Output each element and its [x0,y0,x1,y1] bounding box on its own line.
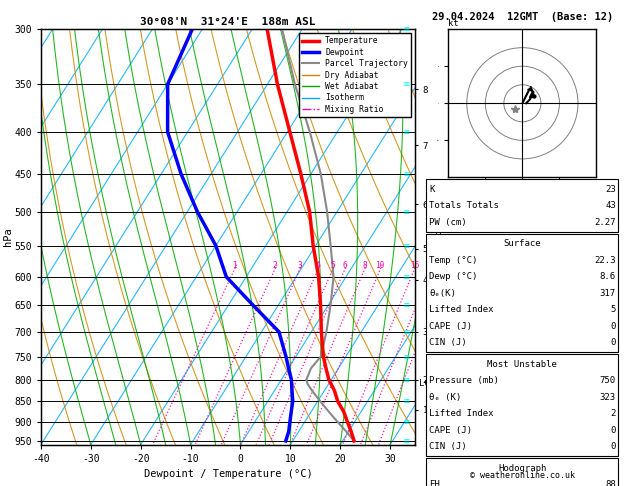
Text: 5: 5 [330,260,335,270]
Text: 29.04.2024  12GMT  (Base: 12): 29.04.2024 12GMT (Base: 12) [431,12,613,22]
Text: ≡: ≡ [404,375,410,384]
Text: CIN (J): CIN (J) [429,442,467,451]
Text: 22.3: 22.3 [594,256,616,264]
Text: 5: 5 [610,305,616,314]
Text: Most Unstable: Most Unstable [487,360,557,368]
Text: ≡: ≡ [404,327,410,337]
Text: K: K [429,185,435,193]
Text: 23: 23 [605,185,616,193]
Text: 8: 8 [362,260,367,270]
X-axis label: Dewpoint / Temperature (°C): Dewpoint / Temperature (°C) [143,469,313,479]
Text: 2: 2 [610,409,616,418]
Text: Mixing Ratio (g/kg): Mixing Ratio (g/kg) [435,190,444,284]
Text: © weatheronline.co.uk: © weatheronline.co.uk [470,471,575,480]
Text: Hodograph: Hodograph [498,464,547,472]
Text: Pressure (mb): Pressure (mb) [429,376,499,385]
Text: ≡: ≡ [404,272,410,282]
Text: LCL: LCL [420,380,435,388]
Text: 317: 317 [599,289,616,297]
Text: 8.6: 8.6 [599,272,616,281]
Text: 323: 323 [599,393,616,401]
Text: PW (cm): PW (cm) [429,218,467,226]
Text: 1: 1 [232,260,237,270]
Text: Dewp (°C): Dewp (°C) [429,272,477,281]
Text: ≡: ≡ [404,351,410,362]
Y-axis label: hPa: hPa [3,227,13,246]
Text: θₑ (K): θₑ (K) [429,393,461,401]
Text: ≡: ≡ [404,79,410,89]
Text: 0: 0 [610,426,616,434]
Text: ≡: ≡ [404,169,410,179]
Text: 2.27: 2.27 [594,218,616,226]
Text: 2: 2 [272,260,277,270]
Text: Lifted Index: Lifted Index [429,409,494,418]
Text: ≡: ≡ [404,127,410,137]
Y-axis label: km
ASL: km ASL [435,237,450,256]
Text: ≡: ≡ [404,24,410,34]
Text: ≡: ≡ [404,207,410,217]
Text: kt: kt [448,19,459,28]
Legend: Temperature, Dewpoint, Parcel Trajectory, Dry Adiabat, Wet Adiabat, Isotherm, Mi: Temperature, Dewpoint, Parcel Trajectory… [299,33,411,117]
Text: ≡: ≡ [404,241,410,251]
Text: ≡: ≡ [404,417,410,427]
Text: Totals Totals: Totals Totals [429,201,499,210]
Text: ≡: ≡ [404,396,410,406]
Text: 4: 4 [316,260,320,270]
Text: Lifted Index: Lifted Index [429,305,494,314]
Text: CAPE (J): CAPE (J) [429,426,472,434]
Text: Surface: Surface [504,239,541,248]
Title: 30°08'N  31°24'E  188m ASL: 30°08'N 31°24'E 188m ASL [140,17,316,27]
Text: ≡: ≡ [404,436,410,446]
Text: CIN (J): CIN (J) [429,338,467,347]
Text: ≡: ≡ [404,300,410,311]
Text: EH: EH [429,480,440,486]
Text: 88: 88 [605,480,616,486]
Text: 10: 10 [376,260,385,270]
Text: θₑ(K): θₑ(K) [429,289,456,297]
Text: 750: 750 [599,376,616,385]
Text: 0: 0 [610,322,616,330]
Text: 43: 43 [605,201,616,210]
Text: 6: 6 [342,260,347,270]
Text: 3: 3 [298,260,302,270]
Text: 0: 0 [610,338,616,347]
Text: Temp (°C): Temp (°C) [429,256,477,264]
Text: 0: 0 [610,442,616,451]
Text: 16: 16 [409,260,419,270]
Text: CAPE (J): CAPE (J) [429,322,472,330]
